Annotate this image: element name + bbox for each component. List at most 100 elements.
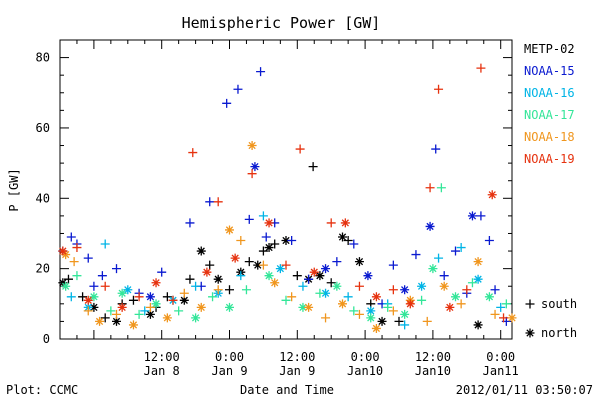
data-point-north [89, 292, 99, 302]
data-point-north [281, 236, 291, 246]
x-tick-date-label: Jan 8 [144, 364, 180, 378]
data-point-south [69, 257, 79, 267]
data-point-north [363, 271, 373, 281]
data-point-south [191, 281, 201, 291]
legend-entry: NOAA-15 [524, 64, 575, 78]
data-point-south [261, 232, 271, 242]
data-point-south [208, 292, 218, 302]
data-point-south [321, 313, 331, 323]
data-point-north [315, 271, 325, 281]
data-point-south [72, 243, 82, 253]
data-point-north [321, 264, 331, 274]
data-point-south [281, 295, 291, 305]
data-point-north [250, 162, 260, 172]
data-point-north [117, 288, 127, 298]
legend-symbol-label: north [541, 326, 577, 340]
footer-timestamp: 2012/01/11 03:50:07 [456, 383, 593, 397]
data-point-north [264, 271, 274, 281]
data-point-south [179, 288, 189, 298]
data-point-north [213, 274, 223, 284]
data-point-south [431, 144, 441, 154]
x-axis-label: Date and Time [240, 383, 334, 397]
x-tick-date-label: Jan 9 [279, 364, 315, 378]
data-point-south [388, 306, 398, 316]
data-point-south [236, 271, 246, 281]
data-point-north [196, 302, 206, 312]
data-point-south [63, 274, 73, 284]
data-point-south [213, 197, 223, 207]
data-point-south [476, 63, 486, 73]
data-point-north [377, 316, 387, 326]
data-point-north [371, 292, 381, 302]
data-point-north [89, 302, 99, 312]
data-point-north [484, 292, 494, 302]
data-point-north [451, 292, 460, 302]
data-point-north [428, 264, 438, 274]
data-point-south [100, 239, 110, 249]
data-point-south [174, 306, 184, 316]
data-point-north [83, 295, 93, 305]
data-point-south [188, 148, 198, 158]
legend-entry: NOAA-19 [524, 152, 575, 166]
data-point-north [425, 221, 435, 231]
data-point-south [244, 257, 254, 267]
data-point-south [97, 271, 107, 281]
data-point-north [473, 274, 483, 284]
legend: METP-02 NOAA-15 NOAA-16 NOAA-17 NOAA-18 NOAA-… [524, 42, 577, 340]
data-point-north [145, 309, 155, 319]
legend-entry: NOAA-18 [524, 130, 575, 144]
data-point-north [179, 295, 189, 305]
data-point-south [484, 236, 494, 246]
data-point-south [145, 302, 155, 312]
data-point-south [496, 302, 506, 312]
data-point-south [168, 295, 178, 305]
data-point-south [112, 264, 121, 274]
data-point-south [298, 281, 308, 291]
legend-symbol-south [525, 299, 535, 309]
chart-title: Hemispheric Power [GW] [182, 14, 381, 32]
data-point-south [100, 281, 110, 291]
data-point-south [411, 250, 421, 260]
y-tick-label: 0 [43, 332, 50, 346]
data-point-south [256, 67, 266, 77]
series-noaa-17 [61, 183, 511, 323]
data-point-south [354, 309, 364, 319]
data-point-south [308, 162, 318, 172]
data-point-north [507, 313, 517, 323]
data-point-north [473, 320, 483, 330]
data-point-south [134, 309, 144, 319]
data-point-south [451, 246, 460, 256]
data-point-south [476, 211, 486, 221]
data-point-north [123, 285, 133, 295]
x-tick-time-label: 0:00 [486, 350, 515, 364]
data-points [58, 63, 517, 333]
x-tick-date-label: Jan10 [347, 364, 383, 378]
data-point-south [292, 271, 302, 281]
data-point-north [366, 313, 376, 323]
data-point-north [230, 253, 240, 263]
y-axis-ticks: 0 20 40 60 80 [36, 39, 512, 346]
data-point-south [66, 232, 76, 242]
data-point-north [332, 281, 342, 291]
data-point-north [162, 313, 172, 323]
data-point-south [258, 211, 268, 221]
data-point-south [315, 288, 325, 298]
data-point-north [275, 264, 285, 274]
data-point-north [247, 141, 257, 151]
data-point-south [157, 267, 167, 277]
data-point-south [89, 281, 99, 291]
data-point-south [270, 239, 280, 249]
data-point-north [338, 299, 347, 309]
data-point-north [340, 218, 350, 228]
data-point-north [58, 246, 68, 256]
x-tick-time-label: 12:00 [415, 350, 451, 364]
data-point-north [253, 260, 263, 270]
data-point-north [202, 267, 212, 277]
data-point-north [225, 225, 234, 235]
data-point-south [343, 292, 353, 302]
data-point-north [304, 302, 314, 312]
series-noaa-15 [58, 67, 511, 326]
data-point-south [83, 306, 93, 316]
data-point-south [225, 285, 234, 295]
